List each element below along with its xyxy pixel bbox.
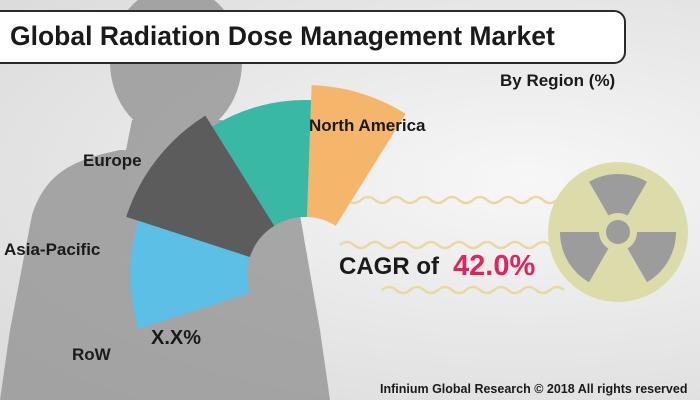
legend-label-north-america: North America bbox=[309, 116, 426, 135]
radiation-hub bbox=[606, 220, 630, 244]
pie-slice-north-america bbox=[307, 85, 406, 226]
legend-label-europe: Europe bbox=[83, 151, 142, 170]
cagr-value: 42.0% bbox=[453, 250, 536, 282]
copyright-footer: Infinium Global Research © 2018 All righ… bbox=[380, 382, 688, 396]
wave-line bbox=[381, 285, 565, 295]
pie-slice-asia-pacific bbox=[126, 115, 275, 258]
pie-slice-europe bbox=[212, 99, 312, 226]
radiation-blade bbox=[560, 232, 609, 283]
chart-subtitle: By Region (%) bbox=[500, 71, 616, 90]
radiation-symbol-icon bbox=[548, 162, 688, 302]
chart-title: Global Radiation Dose Management Market bbox=[10, 21, 555, 51]
data-label-row: X.X% bbox=[151, 327, 201, 349]
cagr-label: CAGR of bbox=[339, 253, 439, 280]
legend-label-row: RoW bbox=[72, 345, 111, 364]
pie-slice-row bbox=[130, 220, 250, 330]
legend-label-asia-pacific: Asia-Pacific bbox=[4, 240, 101, 259]
title-banner bbox=[0, 10, 626, 64]
radiation-blade bbox=[627, 232, 676, 283]
radiation-blade bbox=[589, 174, 647, 216]
wave-line bbox=[339, 240, 565, 250]
